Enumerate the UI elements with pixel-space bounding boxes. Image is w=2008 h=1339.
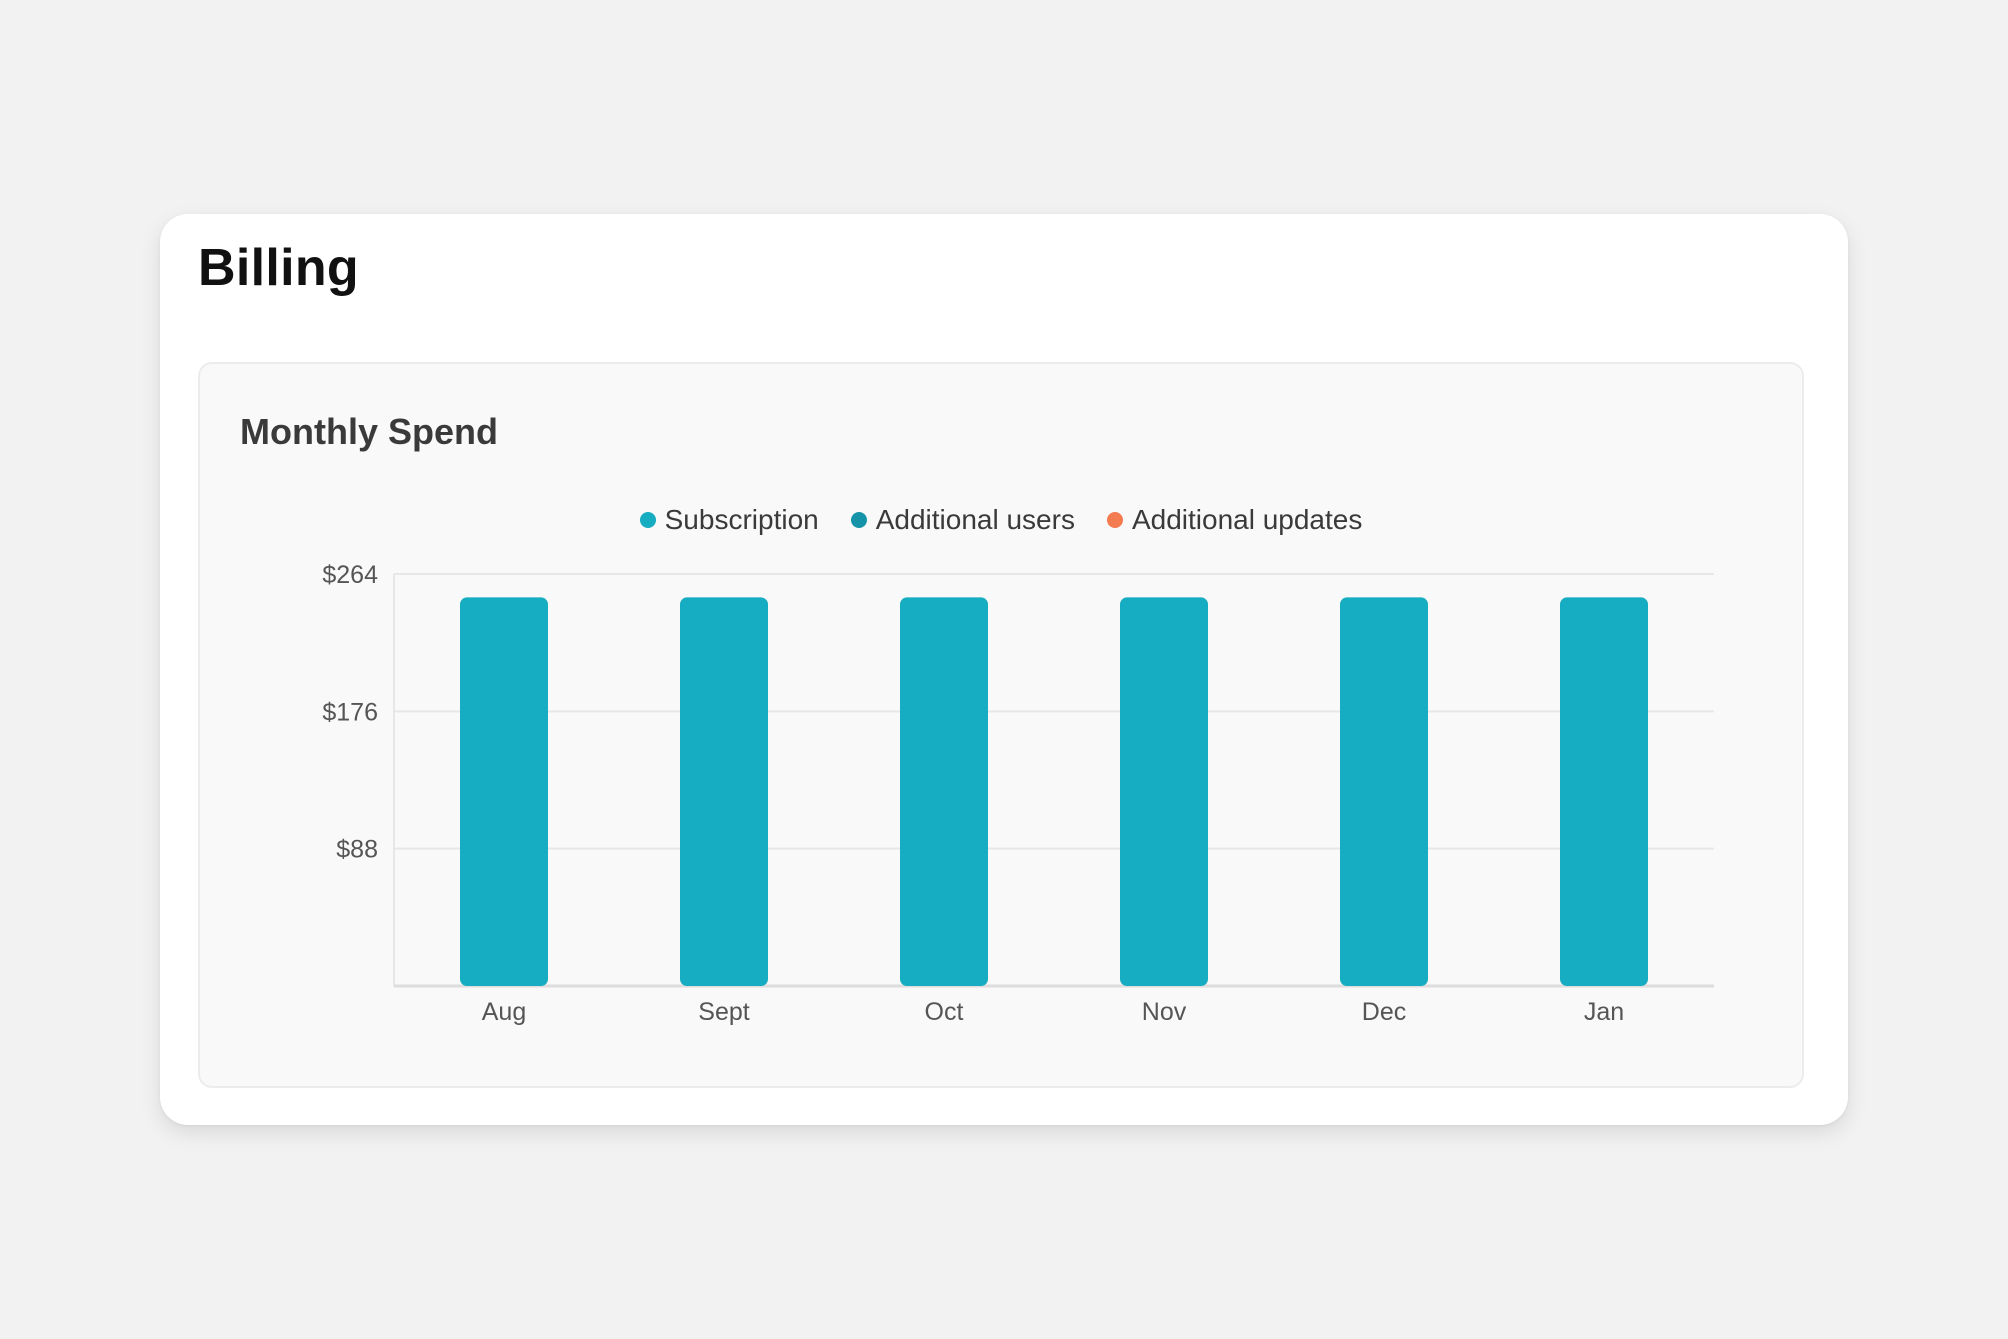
legend-item-additional-updates[interactable]: Additional updates: [1106, 504, 1363, 536]
legend-dot-additional-users: [850, 512, 867, 528]
page-title: Billing: [198, 239, 359, 297]
x-tick-label: Sept: [698, 998, 749, 1026]
legend-item-subscription[interactable]: Subscription: [639, 504, 819, 536]
billing-card: Billing Monthly Spend Subscription Addit…: [160, 214, 1848, 1125]
x-tick-label: Dec: [1362, 998, 1406, 1026]
legend-label-subscription: Subscription: [664, 504, 819, 535]
bar-dec-subscription: [1340, 597, 1428, 986]
y-tick-label: $264: [322, 561, 378, 589]
bar-aug-subscription: [460, 597, 548, 986]
y-tick-label: $88: [336, 836, 378, 864]
legend-item-additional-users[interactable]: Additional users: [850, 504, 1075, 536]
monthly-spend-panel: Monthly Spend Subscription Additional us…: [198, 362, 1804, 1088]
x-tick-label: Nov: [1142, 998, 1187, 1026]
legend-dot-subscription: [639, 512, 656, 528]
x-tick-label: Jan: [1584, 998, 1624, 1026]
monthly-spend-chart: $88 $176 $264 Aug Sept Oct Nov Dec Jan: [322, 561, 1714, 1026]
legend-label-additional-users: Additional users: [875, 504, 1075, 535]
bar-nov-subscription: [1120, 597, 1208, 986]
x-tick-label: Aug: [482, 998, 526, 1026]
bar-oct-subscription: [900, 597, 988, 986]
bar-jan-subscription: [1560, 597, 1648, 986]
y-tick-label: $176: [322, 698, 378, 726]
legend-dot-additional-updates: [1106, 512, 1123, 528]
legend-label-additional-updates: Additional updates: [1131, 504, 1363, 535]
chart-title: Monthly Spend: [240, 411, 498, 452]
x-tick-label: Oct: [925, 998, 964, 1026]
bar-sept-subscription: [680, 597, 768, 986]
chart-legend: Subscription Additional users Additional…: [200, 504, 1802, 536]
